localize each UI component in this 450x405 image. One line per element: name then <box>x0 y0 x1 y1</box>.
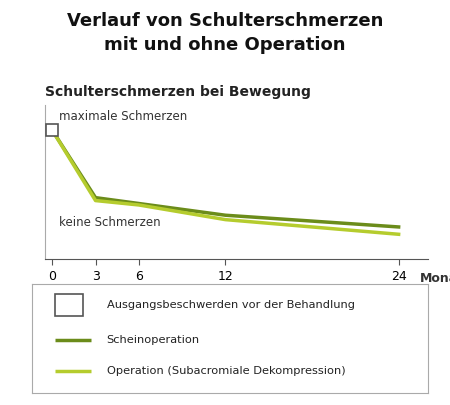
Text: Schulterschmerzen bei Bewegung: Schulterschmerzen bei Bewegung <box>45 85 311 99</box>
Text: Ausgangsbeschwerden vor der Behandlung: Ausgangsbeschwerden vor der Behandlung <box>107 301 355 310</box>
Text: Scheinoperation: Scheinoperation <box>107 335 200 345</box>
Text: Verlauf von Schulterschmerzen
mit und ohne Operation: Verlauf von Schulterschmerzen mit und oh… <box>67 12 383 54</box>
Text: maximale Schmerzen: maximale Schmerzen <box>59 110 188 123</box>
Text: Operation (Subacromiale Dekompression): Operation (Subacromiale Dekompression) <box>107 366 345 376</box>
Bar <box>55 294 83 316</box>
Text: Monate: Monate <box>420 271 450 284</box>
Text: keine Schmerzen: keine Schmerzen <box>59 216 161 229</box>
